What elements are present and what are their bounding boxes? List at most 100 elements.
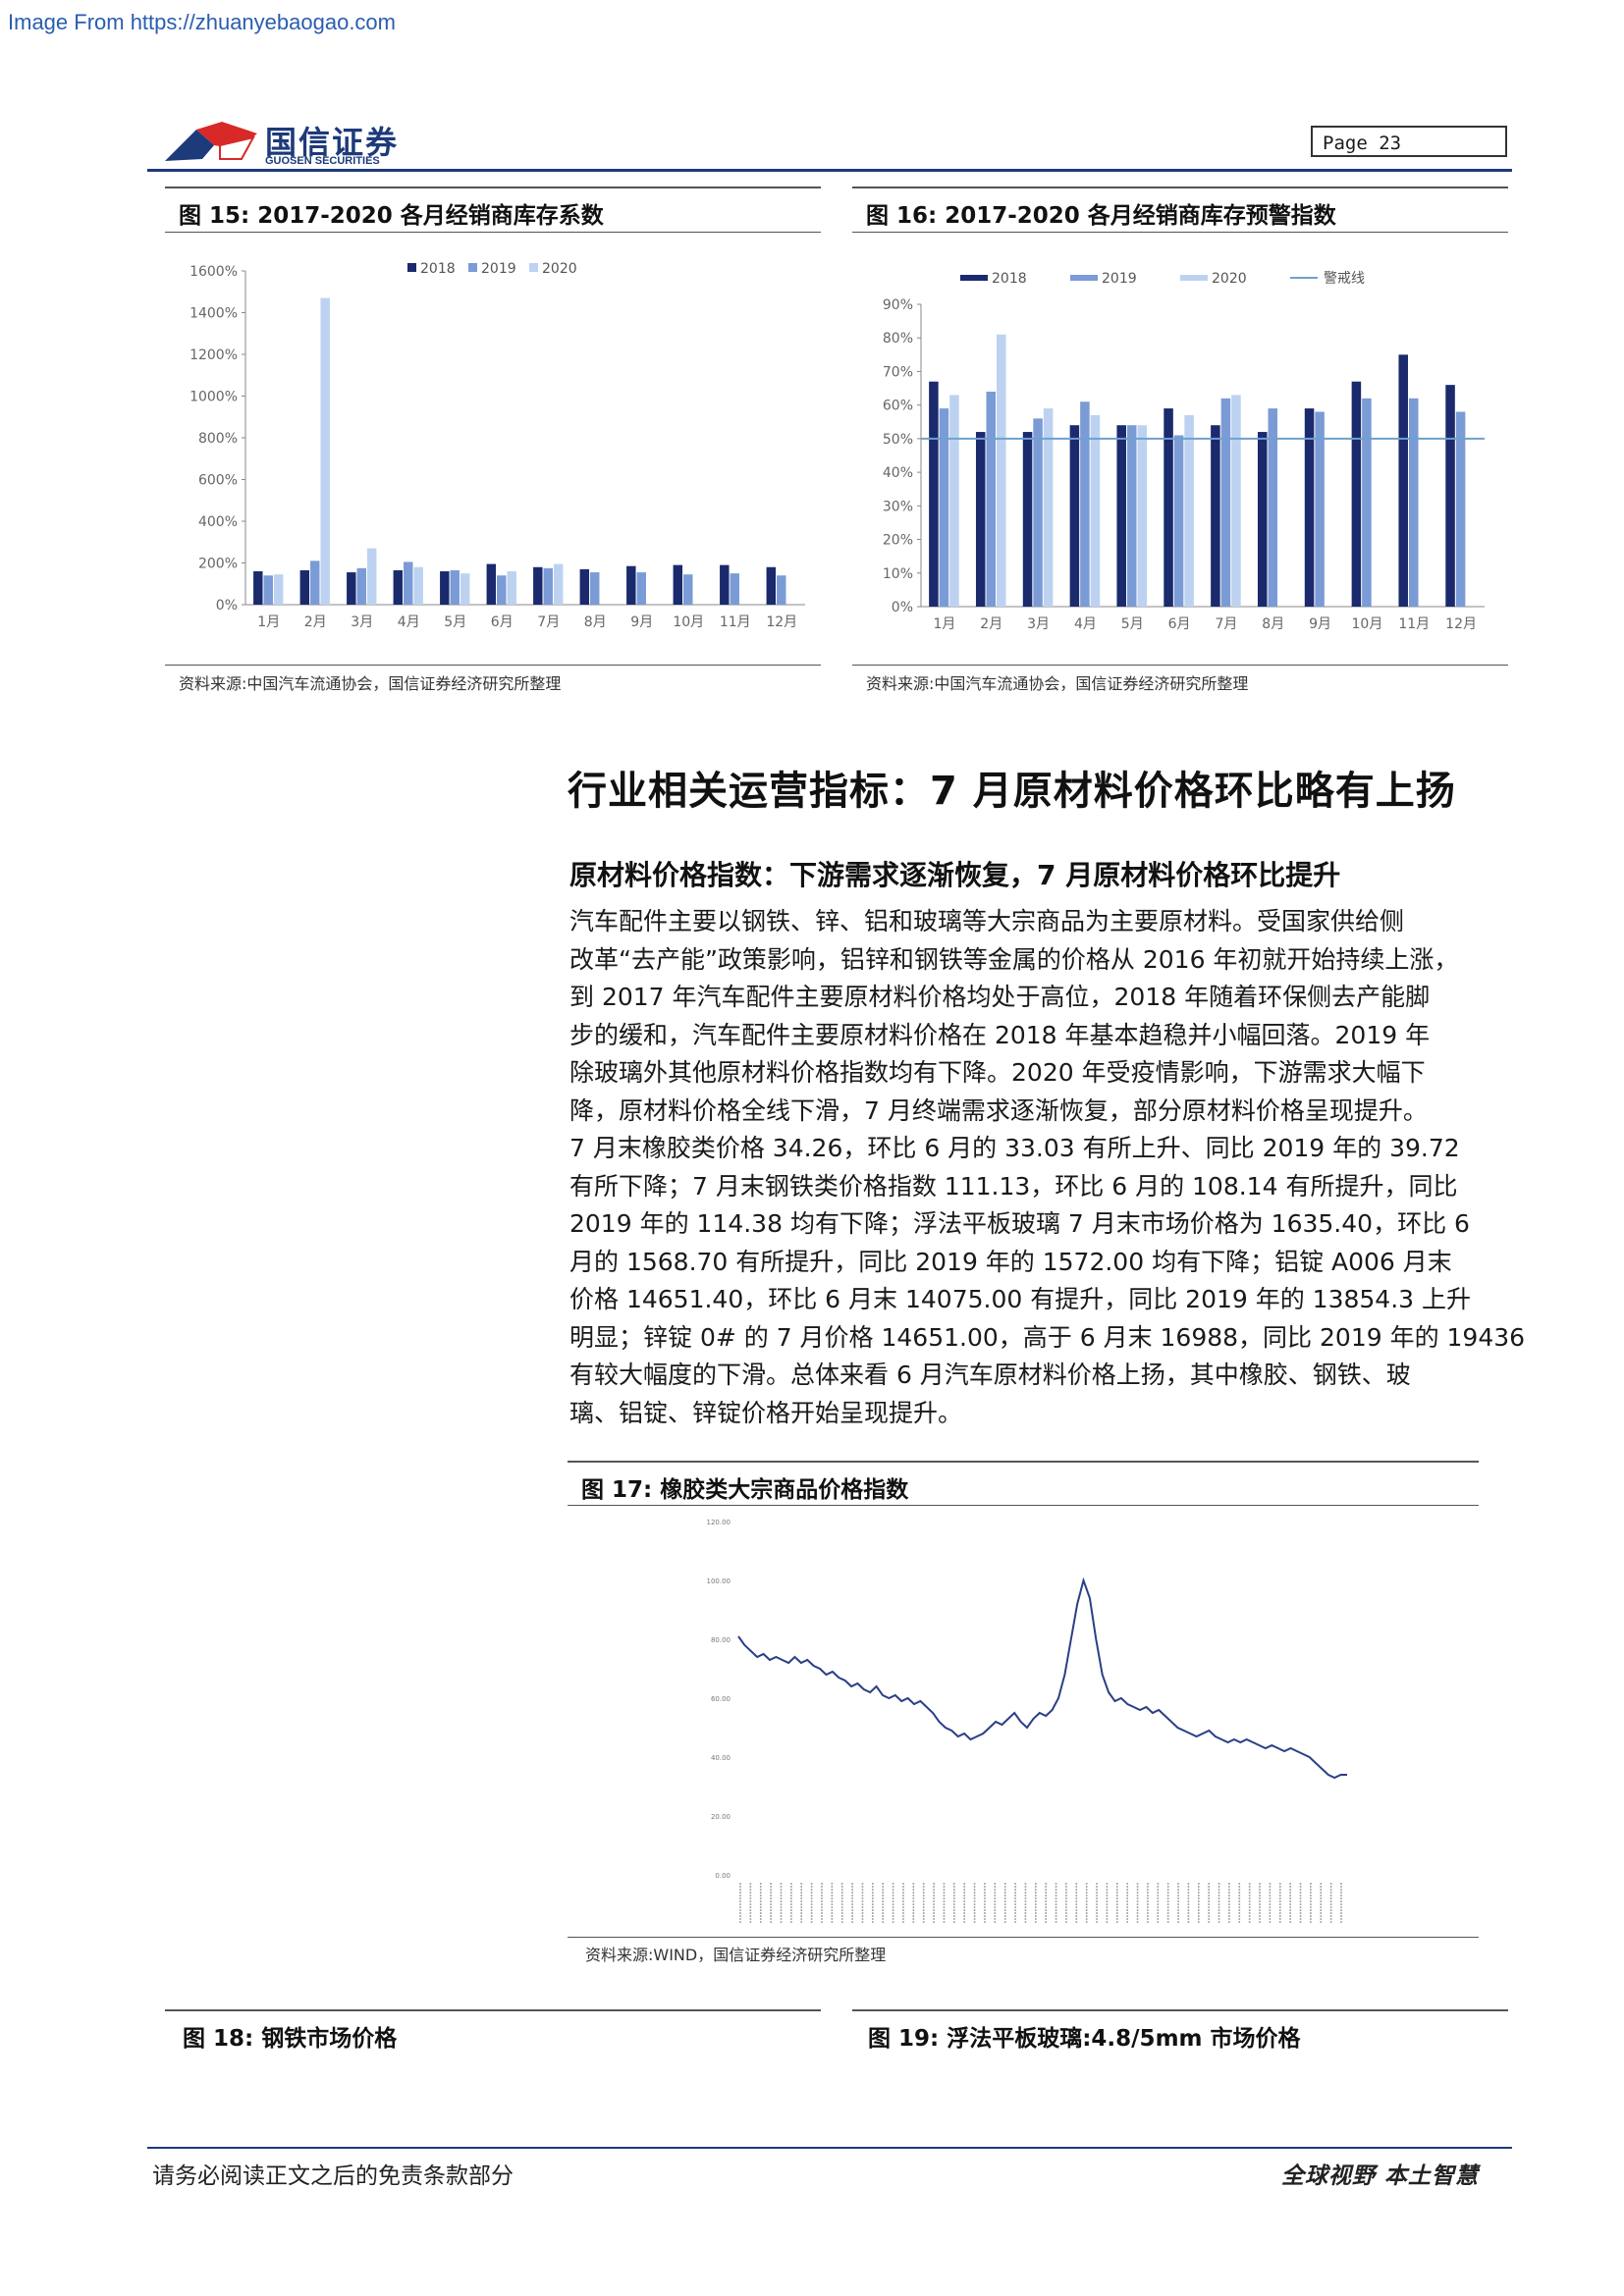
bar-2019 — [404, 561, 413, 605]
bar-2018 — [1257, 432, 1268, 607]
x-tick-label: 2月 — [980, 616, 1002, 632]
logo-text-cn: 国信证券 — [265, 124, 400, 161]
x-tick-label: 12月 — [1445, 616, 1477, 632]
bar-2019 — [1315, 411, 1325, 607]
bar-2019 — [683, 574, 693, 605]
y-tick-label: 120.00 — [707, 1519, 731, 1526]
bar-2019 — [1268, 408, 1278, 607]
fig15-bottom-rule — [165, 665, 821, 666]
x-tick-label: 8月 — [584, 614, 607, 630]
x-tick-label: 5月 — [444, 614, 466, 630]
y-tick-label: 90% — [883, 297, 913, 313]
bar-2018 — [486, 563, 497, 605]
paragraph-line: 除玻璃外其他原材料价格指数均有下降。2020 年受疫情影响，下游需求大幅下 — [569, 1058, 1426, 1087]
x-tick-label: 11月 — [720, 614, 751, 630]
paragraph-line: 改革“去产能”政策影响，铝锌和钢铁等金属的价格从 2016 年初就开始持续上涨， — [569, 944, 1459, 974]
bar-2018 — [1351, 381, 1362, 607]
fig15-title-rule — [165, 232, 821, 233]
bar-2020 — [997, 334, 1006, 607]
bar-2019 — [497, 575, 507, 605]
bar-2020 — [553, 563, 564, 605]
x-tick-label: 6月 — [491, 614, 514, 630]
x-tick-label: 8月 — [1262, 616, 1284, 632]
y-tick-label: 60% — [883, 399, 913, 414]
x-tick-label: 9月 — [1309, 616, 1331, 632]
y-tick-label: 10% — [883, 566, 913, 582]
x-tick-label: 2月 — [304, 614, 327, 630]
bar-2018 — [1445, 385, 1455, 607]
x-tick-label: 7月 — [537, 614, 560, 630]
subsection-heading: 原材料价格指数：下游需求逐渐恢复，7 月原材料价格环比提升 — [569, 859, 1341, 891]
paragraph-line: 价格 14651.40，环比 6 月末 14075.00 有提升，同比 2019… — [569, 1285, 1472, 1313]
bar-2018 — [253, 571, 263, 605]
source-link[interactable]: Image From https://zhuanyebaogao.com — [8, 10, 396, 34]
bar-2020 — [366, 548, 377, 605]
fig16-title-rule — [852, 232, 1508, 233]
y-tick-label: 0% — [216, 598, 238, 614]
y-tick-label: 600% — [198, 473, 238, 489]
y-tick-label: 0% — [892, 600, 913, 615]
bar-2018 — [1069, 425, 1080, 607]
legend-swatch — [529, 263, 538, 272]
bar-2018 — [393, 569, 404, 605]
bar-2020 — [507, 571, 516, 605]
fig18-top-rule — [165, 2009, 821, 2011]
y-tick-label: 1600% — [189, 264, 238, 280]
y-tick-label: 1400% — [189, 306, 238, 322]
bar-2019 — [450, 569, 460, 605]
bar-2018 — [673, 564, 683, 605]
y-tick-label: 1000% — [189, 390, 238, 405]
x-tick-label: 1月 — [257, 614, 280, 630]
y-tick-label: 1200% — [189, 347, 238, 363]
guosen-logo-icon — [165, 122, 257, 161]
bar-2018 — [929, 381, 939, 607]
fig15-source: 资料来源:中国汽车流通协会，国信证券经济研究所整理 — [179, 674, 562, 693]
x-tick-label: 12月 — [766, 614, 797, 630]
legend-swatch — [1070, 275, 1098, 281]
bar-2019 — [1455, 411, 1466, 607]
paragraph-line: 有较大幅度的下滑。总体来看 6 月汽车原材料价格上扬，其中橡胶、钢铁、玻 — [569, 1361, 1411, 1389]
bar-2020 — [460, 573, 470, 605]
bar-2018 — [1398, 354, 1408, 607]
x-tick-label: 11月 — [1398, 616, 1430, 632]
header-rule — [147, 169, 1512, 172]
bar-2018 — [440, 571, 450, 605]
fig15-top-rule — [165, 187, 821, 188]
y-tick-label: 60.00 — [711, 1695, 731, 1703]
fig16-source: 资料来源:中国汽车流通协会，国信证券经济研究所整理 — [866, 674, 1249, 693]
page-number: Page 23 — [1311, 126, 1507, 157]
fig19-title: 图 19: 浮法平板玻璃:4.8/5mm 市场价格 — [868, 2026, 1301, 2052]
fig17-title: 图 17: 橡胶类大宗商品价格指数 — [581, 1477, 909, 1503]
bar-2018 — [766, 566, 777, 605]
body-paragraph: 汽车配件主要以钢铁、锌、铝和玻璃等大宗商品为主要原材料。受国家供给侧 改革“去产能… — [569, 903, 1525, 1432]
paragraph-line: 璃、铝锭、锌锭价格开始呈现提升。 — [569, 1398, 963, 1427]
fig17-source: 资料来源:WIND，国信证券经济研究所整理 — [585, 1946, 887, 1964]
bar-2020 — [949, 395, 959, 607]
bar-2020 — [273, 574, 284, 605]
fig17-title-rule — [568, 1505, 1479, 1506]
legend-label: 2020 — [1212, 271, 1247, 287]
legend-swatch — [468, 263, 477, 272]
x-tick-label: 7月 — [1215, 616, 1237, 632]
bar-2019 — [1080, 401, 1090, 607]
x-tick-label: 3月 — [1027, 616, 1050, 632]
x-tick-label: 1月 — [933, 616, 955, 632]
paragraph-line: 月的 1568.70 有所提升，同比 2019 年的 1572.00 均有下降；… — [569, 1247, 1452, 1276]
section-heading: 行业相关运营指标：7 月原材料价格环比略有上扬 — [568, 769, 1456, 814]
legend-swatch — [1180, 275, 1208, 281]
bar-2019 — [1408, 398, 1419, 607]
bar-2020 — [320, 297, 330, 605]
x-tick-label: 3月 — [351, 614, 373, 630]
fig17-bottom-rule — [568, 1937, 1479, 1938]
paragraph-line: 7 月末橡胶类价格 34.26，环比 6 月的 33.03 有所上升、同比 20… — [569, 1134, 1460, 1162]
bar-2019 — [777, 575, 786, 605]
footer-slogan: 全球视野 本土智慧 — [1281, 2163, 1480, 2189]
fig15-title: 图 15: 2017-2020 各月经销商库存系数 — [179, 203, 604, 229]
bar-2018 — [1164, 408, 1173, 607]
y-tick-label: 80% — [883, 331, 913, 347]
bar-2020 — [1090, 414, 1101, 607]
y-tick-label: 200% — [198, 557, 238, 572]
bar-2019 — [1126, 425, 1137, 607]
fig15-chart: 0% 200% 400% 600% 800% 1000% 1200% 1400% 1600% 1月… — [189, 261, 805, 630]
y-tick-label: 100.00 — [707, 1577, 731, 1585]
